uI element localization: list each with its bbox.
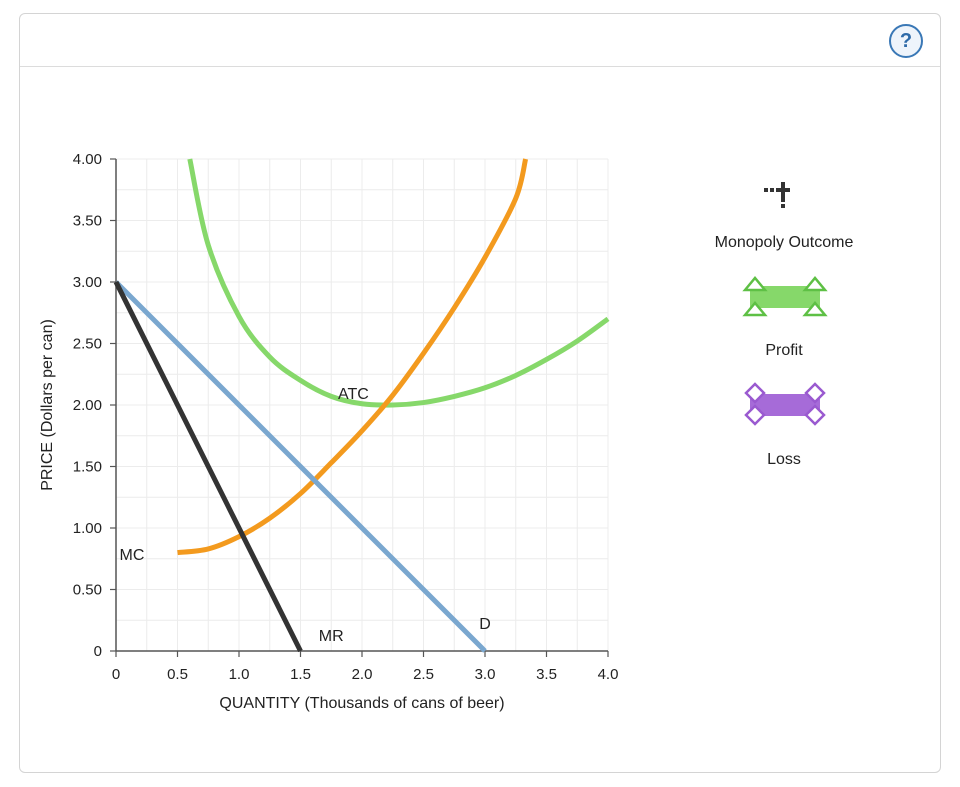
monopoly-outcome-tool[interactable] [760,178,800,212]
y-tick-label: 4.00 [73,151,102,168]
curve-label-d: D [479,616,491,633]
series-d-curve [114,280,487,653]
x-tick-label: 1.0 [229,666,250,683]
panel-header: ? [20,14,940,67]
series-mc-curve [177,158,529,556]
y-tick-label: 1.00 [73,520,102,537]
y-tick-label: 3.00 [73,274,102,291]
y-tick-label: 0 [94,643,102,660]
loss-tool[interactable] [742,382,828,426]
profit-icon [750,286,820,308]
x-tick-label: 0.5 [167,666,188,683]
y-tick-label: 0.50 [73,582,102,599]
chart-annotations: MR D MC ATC [120,386,491,645]
profit-label: Profit [765,342,803,359]
monopoly-outcome-label: Monopoly Outcome [714,234,854,251]
y-tick-label: 2.00 [73,397,102,414]
y-tick-label: 2.50 [73,336,102,353]
profit-tool[interactable] [742,276,828,318]
x-axis-label: QUANTITY (Thousands of cans of beer) [219,695,504,712]
loss-label: Loss [767,451,801,468]
x-tick-label: 1.5 [290,666,311,683]
x-tick-label: 4.0 [598,666,619,683]
x-tick-label: 3.5 [536,666,557,683]
x-tick-label: 2.0 [352,666,373,683]
curve-label-mr: MR [319,628,344,645]
loss-icon [750,394,820,416]
y-axis-label: PRICE (Dollars per can) [39,319,56,491]
series-mr-curve [113,280,303,653]
curve-label-atc: ATC [338,386,369,403]
x-tick-label: 0 [112,666,120,683]
x-tick-label: 2.5 [413,666,434,683]
x-tick-label: 3.0 [475,666,496,683]
y-tick-label: 3.50 [73,213,102,230]
help-button[interactable]: ? [889,24,923,58]
y-tick-label: 1.50 [73,459,102,476]
chart-series [113,158,610,653]
series-atc-curve [187,158,610,408]
chart-axes: 0 0.5 1.0 1.5 2.0 2.5 3.0 3.5 4.000.501.001.502.… [73,151,619,683]
curve-label-mc: MC [120,547,145,564]
